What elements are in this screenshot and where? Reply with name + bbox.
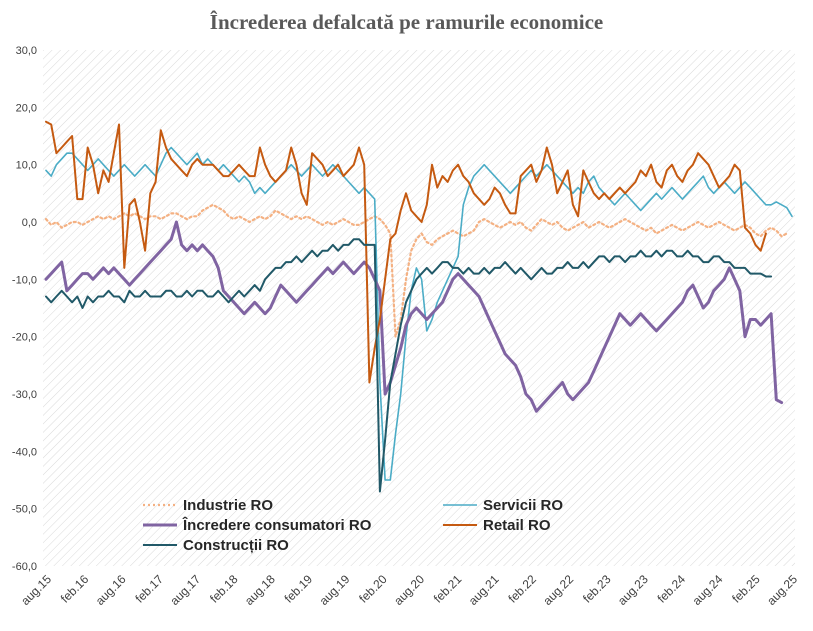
x-tick-label: aug.21: [466, 572, 502, 608]
x-tick-label: aug.24: [690, 572, 726, 608]
x-tick-label: feb.16: [58, 572, 92, 606]
y-axis: 30,0 20,0 10,0 0,0 -10,0 -20,0 -30,0 -40,0 -50,0…: [12, 45, 37, 573]
x-tick-label: feb.24: [655, 572, 689, 606]
y-tick-label: -20,0: [12, 332, 37, 344]
x-tick-label: feb.23: [580, 572, 614, 606]
series-line-2: [45, 146, 793, 481]
y-tick-label: -50,0: [12, 504, 37, 516]
x-tick-label: aug.19: [317, 572, 353, 608]
plot-area: [43, 50, 795, 566]
series-line-4: [45, 120, 767, 384]
x-tick-label: aug.17: [167, 572, 203, 608]
y-tick-label: -40,0: [12, 446, 37, 458]
series-line-1: [44, 203, 788, 338]
x-axis: aug.15 feb.16 aug.16 feb.17 aug.17 feb.18 aug.…: [18, 572, 800, 608]
legend-label: Retail RO: [483, 517, 551, 534]
legend: Industrie RO Servicii RO Încredere consuma…: [143, 497, 563, 554]
legend-label: Servicii RO: [483, 497, 563, 514]
x-tick-label: feb.18: [207, 572, 241, 606]
x-tick-label: aug.18: [242, 572, 278, 608]
x-tick-label: feb.22: [505, 572, 539, 606]
x-tick-label: feb.19: [282, 572, 316, 606]
y-tick-label: -30,0: [12, 389, 37, 401]
chart-title: Încrederea defalcată pe ramurile economi…: [209, 10, 604, 34]
x-tick-label: aug.25: [764, 572, 800, 608]
x-tick-label: feb.21: [431, 572, 465, 606]
x-tick-label: aug.15: [18, 572, 54, 608]
y-tick-label: -10,0: [12, 274, 37, 286]
legend-label: Industrie RO: [183, 497, 273, 514]
x-tick-label: feb.25: [729, 572, 763, 606]
x-tick-label: aug.22: [540, 572, 576, 608]
y-tick-label: 0,0: [22, 217, 37, 229]
y-tick-label: -60,0: [12, 561, 37, 573]
x-tick-label: feb.20: [356, 572, 390, 606]
series-line-3: [44, 220, 784, 413]
y-tick-label: 30,0: [16, 45, 37, 57]
series-line-5: [45, 238, 773, 493]
series-layer: [44, 120, 793, 493]
legend-label: Încredere consumatori RO: [182, 516, 372, 534]
x-tick-label: aug.20: [391, 572, 427, 608]
x-tick-label: aug.23: [615, 572, 651, 608]
x-tick-label: feb.17: [132, 572, 166, 606]
legend-label: Construcții RO: [183, 537, 289, 554]
y-tick-label: 20,0: [16, 102, 37, 114]
x-tick-label: aug.16: [93, 572, 129, 608]
y-tick-label: 10,0: [16, 160, 37, 172]
